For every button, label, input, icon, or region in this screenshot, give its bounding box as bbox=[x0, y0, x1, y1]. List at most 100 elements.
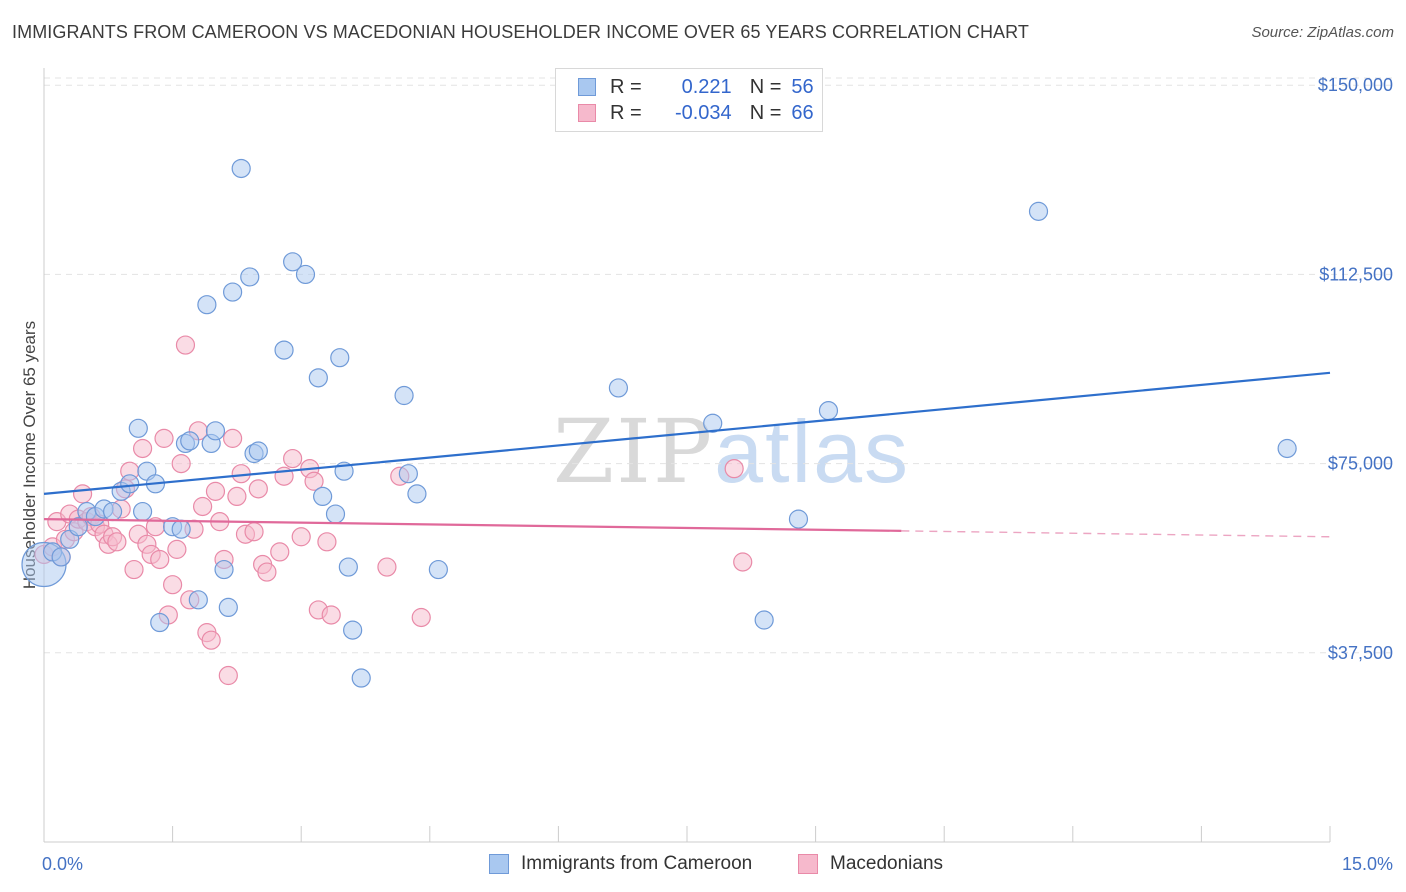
macedonian-point bbox=[283, 448, 303, 469]
macedonian-point bbox=[317, 532, 337, 552]
cameroon-point bbox=[214, 559, 234, 580]
cameroon-point bbox=[818, 401, 839, 421]
bottom-legend-swatch-cameroon bbox=[489, 854, 509, 874]
cameroon-point bbox=[68, 517, 88, 537]
macedonian-point bbox=[733, 552, 753, 572]
macedonian-point bbox=[132, 438, 153, 459]
trend-lines bbox=[43, 371, 1331, 538]
macedonian-point bbox=[227, 486, 247, 507]
cameroon-point bbox=[330, 348, 350, 368]
bottom-legend-swatch-macedonian bbox=[798, 854, 818, 874]
cameroon-point bbox=[398, 464, 418, 484]
macedonian-point bbox=[218, 665, 238, 686]
macedonian-point bbox=[377, 557, 397, 577]
macedonian-point bbox=[163, 575, 183, 595]
cameroon-point bbox=[102, 501, 123, 522]
macedonian-point bbox=[175, 335, 196, 355]
source-label: Source: ZipAtlas.com bbox=[1251, 24, 1394, 41]
cameroon-point bbox=[180, 431, 200, 451]
legend-row-cameroon: R = 0.221 N = 56 bbox=[578, 75, 814, 99]
cameroon-point bbox=[295, 264, 316, 285]
cameroon-point bbox=[1028, 201, 1049, 221]
legend-r-label: R = bbox=[610, 101, 642, 124]
x-tick-label-min: 0.0% bbox=[42, 854, 83, 874]
cameroon-point bbox=[150, 612, 170, 633]
legend-r-value-cameroon: 0.221 bbox=[681, 75, 732, 98]
cameroon-point bbox=[223, 282, 243, 302]
macedonian-point bbox=[257, 562, 277, 582]
x-tick-labels: 0.0% 15.0% bbox=[42, 854, 1393, 874]
cameroon-point bbox=[351, 668, 371, 688]
cameroon-point bbox=[240, 267, 260, 287]
cameroon-point bbox=[394, 385, 414, 406]
cameroon-trend-line bbox=[43, 371, 1331, 495]
y-tick-label: $37,500 bbox=[1328, 643, 1393, 663]
legend-n-value-cameroon: 56 bbox=[791, 75, 814, 98]
y-tick-label: $75,000 bbox=[1328, 454, 1393, 474]
cameroon-point bbox=[308, 368, 328, 388]
cameroon-point bbox=[51, 547, 71, 567]
cameroon-point bbox=[205, 421, 226, 441]
macedonian-point bbox=[724, 459, 744, 479]
legend-n-label: N = bbox=[749, 75, 782, 98]
macedonian-point bbox=[124, 559, 144, 580]
chart-title: IMMIGRANTS FROM CAMEROON VS MACEDONIAN H… bbox=[12, 22, 1030, 42]
cameroon-point bbox=[120, 474, 140, 494]
cameroon-point bbox=[788, 509, 809, 529]
legend-row-macedonian: R = -0.034 N = 66 bbox=[578, 101, 814, 125]
cameroon-point bbox=[338, 557, 358, 577]
cameroon-point bbox=[188, 590, 208, 610]
cameroon-points bbox=[21, 158, 1297, 688]
macedonian-point bbox=[321, 605, 341, 625]
macedonian-trend-line-extension bbox=[901, 530, 1331, 538]
cameroon-point bbox=[325, 504, 346, 524]
cameroon-point bbox=[132, 501, 153, 522]
cameroon-point bbox=[171, 519, 191, 539]
cameroon-point bbox=[343, 620, 363, 640]
cameroon-point bbox=[703, 413, 723, 433]
bottom-legend-cameroon: Immigrants from Cameroon bbox=[489, 852, 752, 876]
watermark: ZIPatlas bbox=[553, 400, 910, 503]
bottom-legend-label-cameroon: Immigrants from Cameroon bbox=[521, 853, 753, 874]
x-tick-label-max: 15.0% bbox=[1342, 854, 1393, 874]
legend-swatch-macedonian bbox=[578, 104, 596, 122]
cameroon-point bbox=[313, 486, 333, 507]
bottom-legend-label-macedonian: Macedonians bbox=[830, 853, 944, 874]
macedonian-point bbox=[171, 454, 191, 474]
macedonian-point bbox=[270, 542, 290, 562]
macedonian-point bbox=[244, 522, 264, 542]
macedonian-point bbox=[411, 607, 431, 628]
cameroon-point bbox=[1277, 438, 1297, 459]
cameroon-point bbox=[407, 484, 427, 504]
y-tick-labels: $37,500 $75,000 $112,500 $150,000 bbox=[1318, 75, 1393, 663]
macedonian-point bbox=[248, 479, 268, 499]
y-tick-label: $112,500 bbox=[1319, 264, 1393, 284]
legend-r-label: R = bbox=[610, 75, 642, 98]
cameroon-point bbox=[231, 158, 251, 179]
cameroon-point bbox=[197, 295, 217, 315]
macedonian-point bbox=[154, 428, 174, 448]
legend-swatch-cameroon bbox=[578, 78, 596, 96]
watermark-zip: ZIP bbox=[553, 400, 715, 503]
cameroon-point bbox=[608, 378, 629, 398]
macedonian-point bbox=[193, 496, 213, 517]
macedonian-point bbox=[201, 630, 221, 650]
y-tick-label: $150,000 bbox=[1318, 75, 1393, 95]
cameroon-point bbox=[428, 559, 448, 580]
legend-r-value-macedonian: -0.034 bbox=[674, 101, 732, 124]
macedonian-point bbox=[150, 549, 170, 570]
watermark-atlas: atlas bbox=[714, 402, 911, 501]
cameroon-point bbox=[128, 418, 148, 438]
legend-n-label: N = bbox=[749, 101, 782, 124]
axes bbox=[43, 68, 1331, 843]
cameroon-point bbox=[218, 597, 238, 618]
macedonian-trend-line bbox=[43, 518, 902, 532]
legend-n-value-macedonian: 66 bbox=[791, 101, 814, 124]
macedonian-point bbox=[291, 527, 311, 547]
cameroon-point bbox=[274, 340, 294, 360]
macedonian-point bbox=[304, 471, 324, 491]
cameroon-point bbox=[754, 610, 774, 630]
macedonian-point bbox=[167, 539, 187, 559]
correlation-legend: R = 0.221 N = 56 R = -0.034 N = 66 bbox=[555, 68, 823, 132]
